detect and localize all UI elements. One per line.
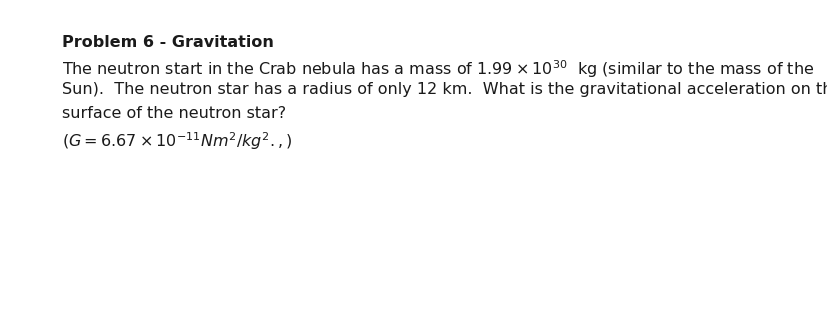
Text: surface of the neutron star?: surface of the neutron star? bbox=[62, 106, 286, 121]
Text: The neutron start in the Crab nebula has a mass of $1.99 \times 10^{30}$  kg (si: The neutron start in the Crab nebula has… bbox=[62, 59, 814, 80]
Text: Sun).  The neutron star has a radius of only 12 km.  What is the gravitational a: Sun). The neutron star has a radius of o… bbox=[62, 82, 827, 97]
Text: Problem 6 - Gravitation: Problem 6 - Gravitation bbox=[62, 35, 274, 50]
Text: $(G = 6.67 \times 10^{-11} Nm^2/kg^2.,)$: $(G = 6.67 \times 10^{-11} Nm^2/kg^2.,)$ bbox=[62, 130, 292, 152]
